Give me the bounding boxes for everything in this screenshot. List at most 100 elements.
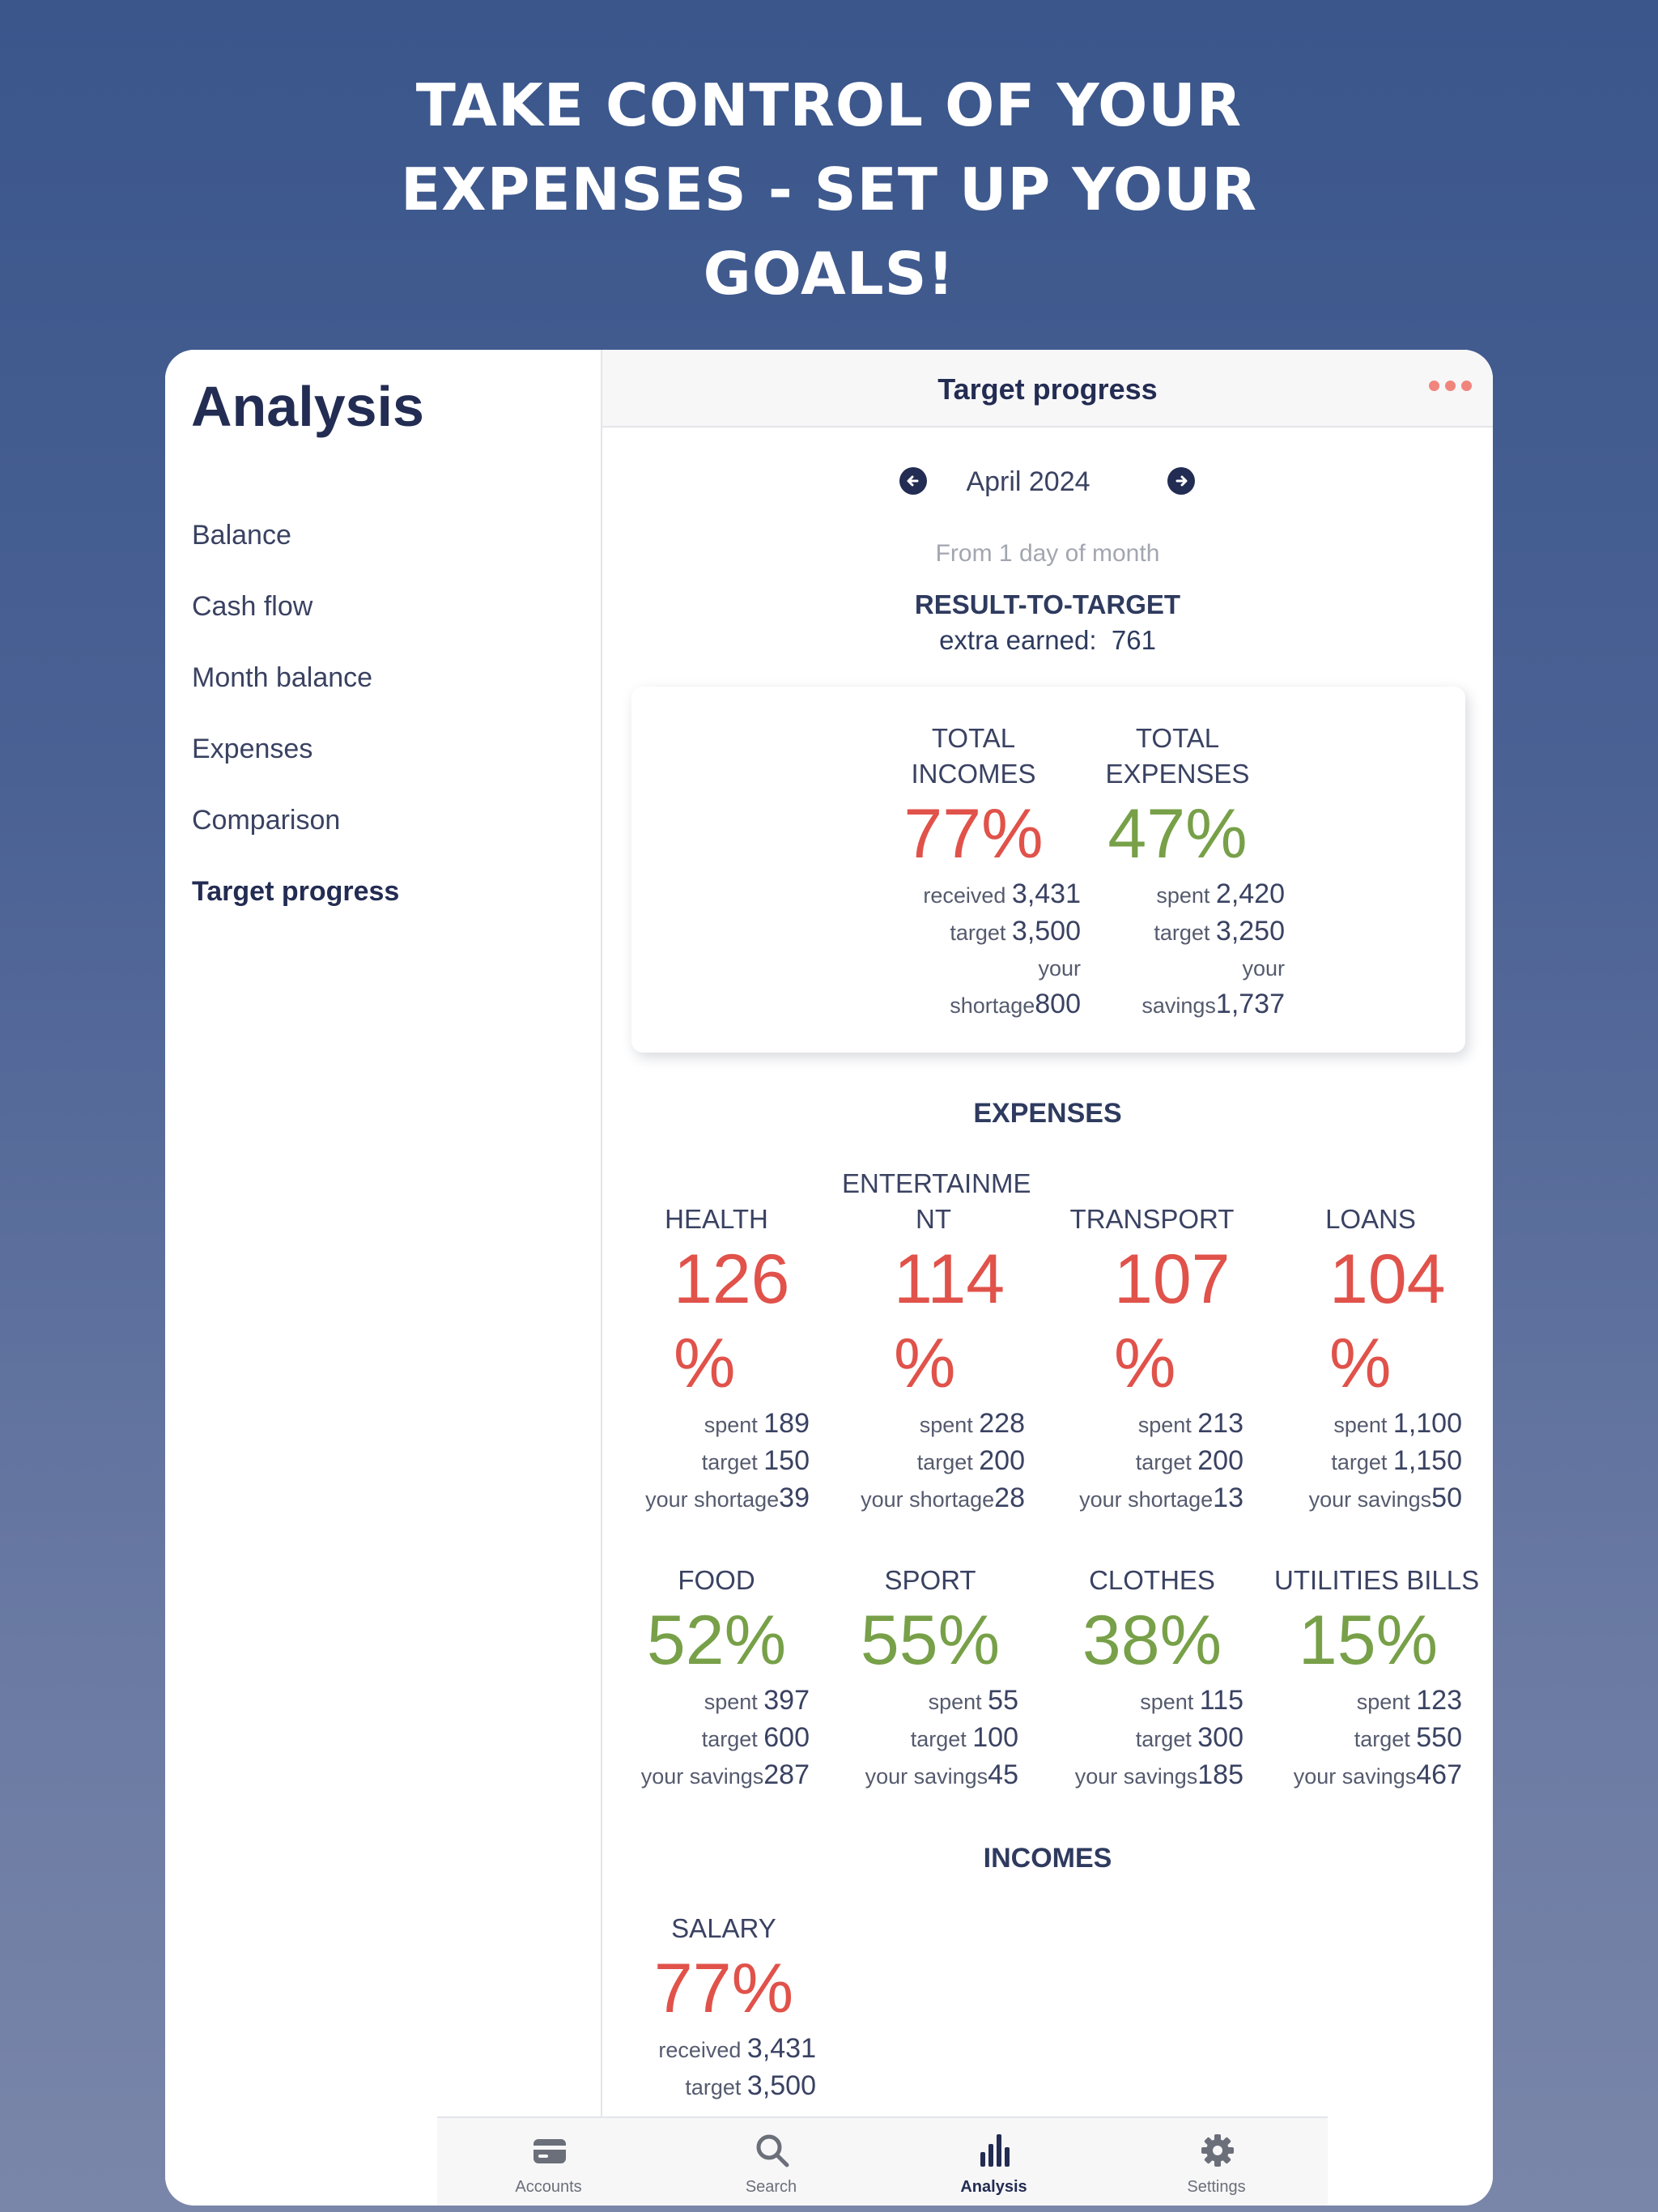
expense-name: FOOD <box>678 1565 755 1595</box>
page-title: Target progress <box>937 372 1158 406</box>
sidebar-item-month-balance[interactable]: Month balance <box>192 662 373 693</box>
target-value: 100 <box>972 1722 1018 1753</box>
diff-value: 467 <box>1416 1759 1462 1790</box>
spent-value: 123 <box>1416 1685 1462 1716</box>
tab-settings[interactable]: Settings <box>1105 2118 1328 2207</box>
navbar: Target progress <box>602 350 1493 428</box>
extra-earned-label: extra earned: <box>939 625 1097 655</box>
target-value: 600 <box>763 1722 810 1753</box>
total-incomes-title-2: INCOMES <box>911 759 1036 789</box>
diff-label: your savings <box>1074 1764 1198 1789</box>
arrow-right-icon <box>1175 475 1188 487</box>
spent-label: spent <box>704 1690 758 1714</box>
expense-loans[interactable]: LOANS 104 % spent 1,100 target 1,150 you… <box>1279 1166 1462 1517</box>
income-name: SALARY <box>671 1913 776 1943</box>
target-value: 550 <box>1416 1722 1462 1753</box>
total-expenses-metric: TOTAL EXPENSES 47% spent 2,420 target 3,… <box>1070 721 1285 1023</box>
expense-sport[interactable]: SPORT 55% spent 55 target 100 your savin… <box>842 1563 1018 1794</box>
expense-name-line-1: ENTERTAINME <box>842 1168 1031 1198</box>
total-incomes-title-1: TOTAL <box>931 723 1016 753</box>
received-value: 3,431 <box>746 2033 816 2064</box>
target-label: target <box>701 1450 758 1474</box>
spent-label: spent <box>704 1413 758 1437</box>
expense-percent: 104 <box>1329 1240 1446 1318</box>
spent-label: spent <box>1356 1690 1410 1714</box>
spent-label: spent <box>1333 1413 1388 1437</box>
more-dots-icon[interactable] <box>1429 381 1472 391</box>
target-value: 200 <box>979 1445 1025 1476</box>
total-expenses-title-1: TOTAL <box>1135 723 1220 753</box>
expense-name: CLOTHES <box>1089 1565 1215 1595</box>
target-value: 200 <box>1197 1445 1244 1476</box>
expense-name: TRANSPORT <box>1069 1204 1235 1234</box>
expense-utilities-bills[interactable]: UTILITIES BILLS 15% spent 123 target 550… <box>1274 1563 1480 1794</box>
diff-label: your shortage <box>861 1487 995 1512</box>
expense-entertainment[interactable]: ENTERTAINME NT 114 % spent 228 target 20… <box>842 1166 1031 1517</box>
total-incomes-percent: 77% <box>903 795 1044 873</box>
expense-name: LOANS <box>1325 1204 1416 1234</box>
tab-search[interactable]: Search <box>660 2118 882 2207</box>
sidebar-item-balance[interactable]: Balance <box>192 520 291 551</box>
received-label: received <box>923 883 1006 908</box>
expense-percent: 126 <box>674 1240 790 1318</box>
diff-value: 13 <box>1213 1482 1244 1513</box>
expense-percent: 114 <box>894 1240 1005 1318</box>
target-value: 3,500 <box>1011 916 1081 946</box>
headline-line-3: GOALS! <box>703 240 955 308</box>
diff-value: 50 <box>1431 1482 1462 1513</box>
gear-icon <box>1201 2134 1234 2167</box>
expense-name: HEALTH <box>665 1204 768 1234</box>
your-label: your <box>1038 956 1081 981</box>
next-month-button[interactable] <box>1167 467 1195 495</box>
target-label: target <box>910 1727 967 1751</box>
percent-sign: % <box>674 1325 736 1402</box>
diff-value: 45 <box>988 1759 1018 1790</box>
shortage-label: shortage <box>950 993 1035 1018</box>
search-icon <box>756 2134 789 2167</box>
expenses-section-heading: EXPENSES <box>973 1098 1122 1129</box>
main-panel: Target progress <box>602 350 1493 2206</box>
incomes-section-heading: INCOMES <box>983 1843 1112 1874</box>
diff-value: 185 <box>1197 1759 1244 1790</box>
savings-label: savings <box>1141 993 1216 1018</box>
spent-label: spent <box>1137 1413 1192 1437</box>
expense-clothes[interactable]: CLOTHES 38% spent 115 target 300 your sa… <box>1061 1563 1244 1794</box>
tab-accounts[interactable]: Accounts <box>437 2118 660 2207</box>
diff-value: 287 <box>763 1759 810 1790</box>
expense-percent: 55% <box>860 1602 1001 1679</box>
extra-earned-value: 761 <box>1111 625 1156 655</box>
diff-label: your shortage <box>1079 1487 1214 1512</box>
spent-label: spent <box>1140 1690 1194 1714</box>
expense-percent: 38% <box>1082 1602 1222 1679</box>
sidebar-item-expenses[interactable]: Expenses <box>192 734 313 764</box>
expense-transport[interactable]: TRANSPORT 107 % spent 213 target 200 you… <box>1061 1166 1244 1517</box>
diff-value: 28 <box>994 1482 1025 1513</box>
target-label: target <box>1135 1727 1192 1751</box>
income-percent: 77% <box>653 1950 794 2027</box>
spent-value: 115 <box>1199 1685 1244 1716</box>
expense-percent: 15% <box>1298 1602 1439 1679</box>
tab-analysis[interactable]: Analysis <box>882 2118 1105 2207</box>
income-salary[interactable]: SALARY 77% received 3,431 target 3,500 <box>631 1911 816 2107</box>
sidebar: Analysis Balance Cash flow Month balance… <box>165 350 602 2206</box>
target-label: target <box>916 1450 973 1474</box>
tab-label: Accounts <box>515 2178 582 2196</box>
sidebar-item-comparison[interactable]: Comparison <box>192 805 341 836</box>
diff-label: your savings <box>865 1764 988 1789</box>
target-label: target <box>1135 1450 1192 1474</box>
bar-chart-icon <box>980 2134 1010 2167</box>
sidebar-title: Analysis <box>191 375 424 438</box>
percent-sign: % <box>1114 1325 1176 1402</box>
diff-label: your shortage <box>645 1487 780 1512</box>
arrow-left-icon <box>907 475 919 487</box>
spent-label: spent <box>1156 883 1210 908</box>
prev-month-button[interactable] <box>899 467 927 495</box>
sidebar-item-target-progress[interactable]: Target progress <box>192 876 400 907</box>
target-label: target <box>950 921 1006 945</box>
sidebar-item-cash-flow[interactable]: Cash flow <box>192 591 313 622</box>
target-value: 1,150 <box>1392 1445 1462 1476</box>
expense-name: UTILITIES BILLS <box>1274 1565 1480 1595</box>
expense-food[interactable]: FOOD 52% spent 397 target 600 your savin… <box>623 1563 810 1794</box>
wallet-icon <box>534 2139 566 2163</box>
expense-health[interactable]: HEALTH 126 % spent 189 target 150 your s… <box>623 1166 810 1517</box>
